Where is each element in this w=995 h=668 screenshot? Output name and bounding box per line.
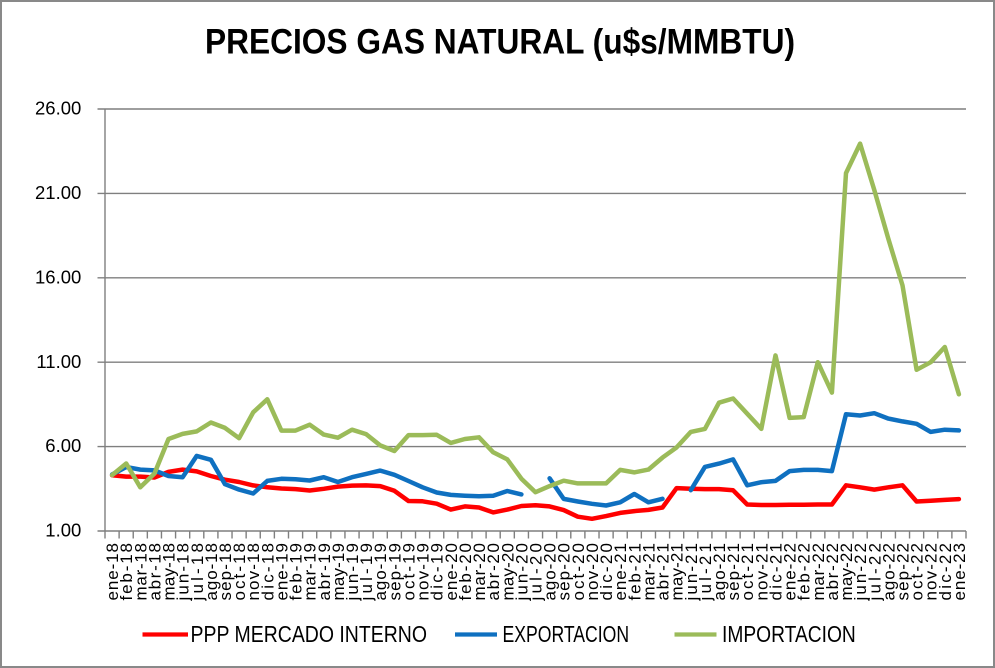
- svg-text:may-20: may-20: [498, 543, 517, 601]
- svg-text:feb-18: feb-18: [117, 543, 136, 601]
- svg-text:1.00: 1.00: [45, 520, 81, 541]
- svg-text:jun-18: jun-18: [174, 543, 193, 602]
- svg-text:dic-19: dic-19: [428, 543, 447, 601]
- svg-text:jun-21: jun-21: [682, 543, 701, 602]
- svg-text:ago-18: ago-18: [202, 543, 221, 601]
- svg-text:jul-19: jul-19: [357, 543, 376, 602]
- svg-text:ago-20: ago-20: [541, 543, 560, 601]
- svg-text:abr-20: abr-20: [484, 543, 503, 601]
- svg-text:IMPORTACION: IMPORTACION: [722, 621, 856, 647]
- svg-text:PPP MERCADO INTERNO: PPP MERCADO INTERNO: [191, 621, 428, 647]
- svg-text:ene-21: ene-21: [611, 543, 630, 601]
- svg-text:dic-21: dic-21: [766, 543, 785, 601]
- svg-text:abr-18: abr-18: [145, 543, 164, 601]
- svg-text:feb-19: feb-19: [287, 543, 306, 601]
- svg-text:mar-18: mar-18: [131, 543, 150, 601]
- svg-text:oct-21: oct-21: [738, 543, 757, 601]
- svg-text:mar-20: mar-20: [470, 543, 489, 601]
- svg-text:ago-19: ago-19: [371, 543, 390, 601]
- svg-text:sep-22: sep-22: [893, 543, 912, 601]
- svg-text:may-19: may-19: [329, 543, 348, 601]
- svg-text:sep-18: sep-18: [216, 543, 235, 601]
- svg-text:26.00: 26.00: [35, 98, 81, 119]
- svg-text:sep-20: sep-20: [555, 543, 574, 601]
- svg-text:feb-21: feb-21: [625, 543, 644, 601]
- svg-text:oct-20: oct-20: [569, 543, 588, 601]
- svg-text:nov-22: nov-22: [922, 543, 941, 601]
- svg-text:jun-20: jun-20: [512, 543, 531, 602]
- svg-text:sep-21: sep-21: [724, 543, 743, 601]
- svg-text:nov-19: nov-19: [414, 543, 433, 601]
- svg-text:jul-20: jul-20: [527, 543, 546, 602]
- svg-text:abr-22: abr-22: [823, 543, 842, 601]
- svg-text:nov-18: nov-18: [244, 543, 263, 601]
- svg-text:jul-21: jul-21: [696, 543, 715, 602]
- svg-text:sep-19: sep-19: [385, 543, 404, 601]
- svg-text:ene-23: ene-23: [950, 543, 969, 601]
- svg-text:ene-22: ene-22: [781, 543, 800, 601]
- svg-text:ago-22: ago-22: [879, 543, 898, 601]
- svg-text:PRECIOS GAS NATURAL (u$s/MMBTU: PRECIOS GAS NATURAL (u$s/MMBTU): [205, 22, 795, 61]
- svg-text:may-21: may-21: [668, 543, 687, 601]
- svg-text:oct-18: oct-18: [230, 543, 249, 601]
- svg-text:ene-20: ene-20: [442, 543, 461, 601]
- svg-text:mar-22: mar-22: [809, 543, 828, 601]
- svg-text:oct-19: oct-19: [399, 543, 418, 601]
- svg-text:jul-18: jul-18: [188, 543, 207, 602]
- svg-text:jul-22: jul-22: [865, 543, 884, 602]
- svg-text:may-22: may-22: [837, 543, 856, 601]
- svg-text:oct-22: oct-22: [908, 543, 927, 601]
- svg-text:abr-19: abr-19: [315, 543, 334, 601]
- svg-text:jun-19: jun-19: [343, 543, 362, 602]
- svg-text:dic-20: dic-20: [597, 543, 616, 601]
- svg-text:6.00: 6.00: [45, 435, 81, 456]
- svg-text:nov-21: nov-21: [752, 543, 771, 601]
- svg-text:dic-18: dic-18: [258, 543, 277, 601]
- svg-text:dic-22: dic-22: [936, 543, 955, 601]
- svg-text:16.00: 16.00: [35, 266, 81, 287]
- svg-text:11.00: 11.00: [36, 351, 81, 372]
- svg-text:ene-19: ene-19: [272, 543, 291, 601]
- svg-text:21.00: 21.00: [35, 182, 81, 203]
- svg-text:nov-20: nov-20: [583, 543, 602, 601]
- svg-text:feb-20: feb-20: [456, 543, 475, 601]
- svg-text:mar-19: mar-19: [301, 543, 320, 601]
- svg-text:abr-21: abr-21: [654, 543, 673, 601]
- svg-text:feb-22: feb-22: [795, 543, 814, 601]
- svg-text:may-18: may-18: [160, 543, 179, 601]
- svg-text:ene-18: ene-18: [103, 543, 122, 601]
- svg-text:jun-22: jun-22: [851, 543, 870, 602]
- svg-text:EXPORTACION: EXPORTACION: [503, 621, 630, 647]
- svg-text:mar-21: mar-21: [639, 543, 658, 601]
- svg-text:ago-21: ago-21: [710, 543, 729, 601]
